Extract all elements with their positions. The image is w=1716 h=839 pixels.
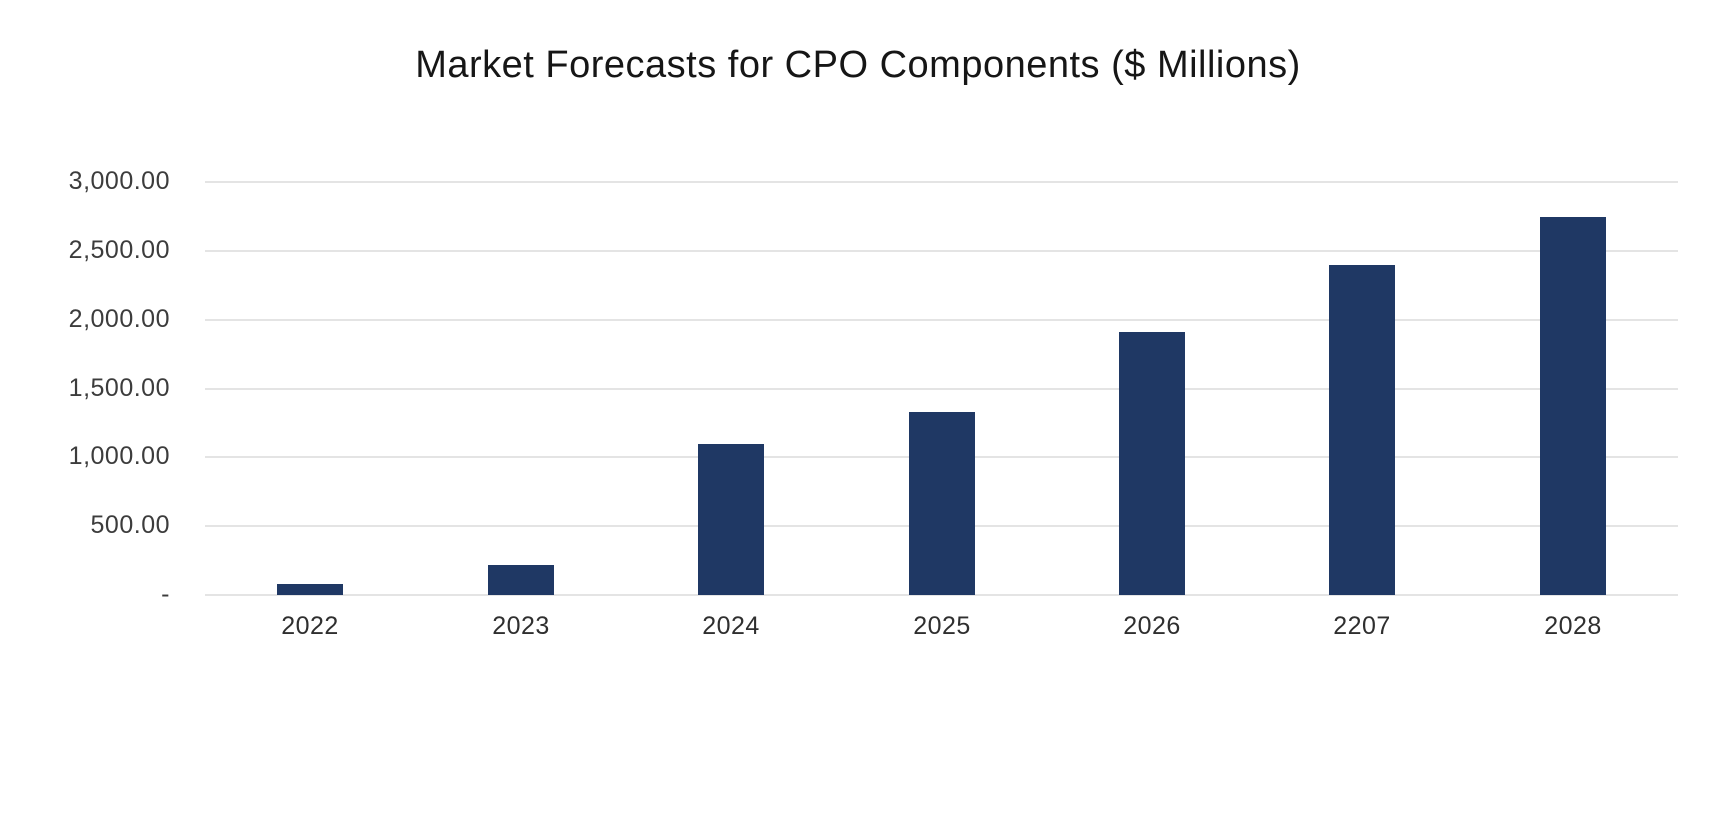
y-axis-tick-label: 500.00	[90, 511, 170, 540]
x-axis-tick-label: 2028	[1544, 612, 1602, 640]
x-axis-tick-label: 2025	[913, 612, 971, 640]
gridline	[205, 249, 1678, 252]
y-axis-tick-label: 2,500.00	[68, 235, 170, 264]
gridline	[205, 594, 1678, 596]
bar-2207	[1329, 265, 1395, 595]
x-axis-tick-label: 2022	[281, 612, 339, 640]
chart-title: Market Forecasts for CPO Components ($ M…	[415, 44, 1301, 86]
gridline	[205, 181, 1678, 183]
cir-logo: CIR ENLIGHTENED ANALYSIS	[0, 640, 320, 839]
x-axis-tick-label: 2026	[1123, 612, 1181, 640]
bar-2023	[488, 565, 554, 595]
y-axis-tick-label: 1,500.00	[68, 373, 170, 402]
bar-2025	[909, 412, 975, 595]
y-axis-tick-label: 2,000.00	[68, 304, 170, 333]
bar-2022	[277, 584, 343, 595]
bar-2024	[698, 444, 764, 595]
y-axis-tick-label: 3,000.00	[68, 167, 170, 195]
x-axis-tick-label: 2207	[1333, 612, 1391, 640]
x-axis-tick-label: 2023	[492, 612, 550, 640]
gridline	[205, 387, 1678, 390]
bar-2026	[1119, 332, 1185, 595]
x-axis-tick-label: 2024	[702, 612, 760, 640]
gridline	[205, 318, 1678, 321]
bar-2028	[1540, 217, 1606, 595]
y-axis-tick-label: 1,000.00	[68, 442, 170, 471]
y-axis-tick-label: -	[161, 580, 170, 608]
